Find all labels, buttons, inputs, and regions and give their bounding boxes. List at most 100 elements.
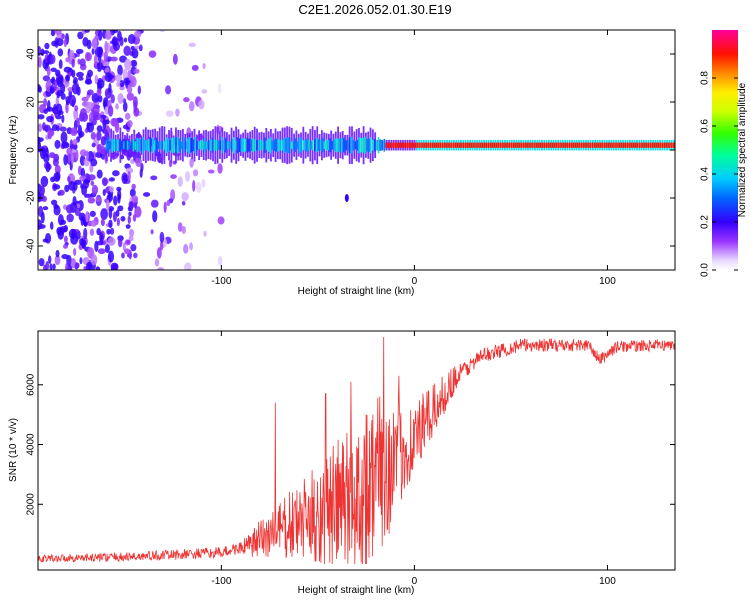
carrier-core — [232, 137, 235, 154]
carrier-core — [661, 142, 664, 148]
carrier-core — [329, 138, 332, 153]
colorbar-tick-label: 0.4 — [700, 167, 711, 181]
noise-blob — [38, 258, 45, 267]
noise-blob — [192, 169, 199, 177]
noise-blob — [203, 230, 207, 237]
noise-blob — [177, 222, 183, 232]
carrier-core — [354, 141, 357, 150]
noise-blob — [112, 170, 120, 177]
carrier-core — [454, 142, 457, 148]
carrier-halo — [237, 129, 240, 162]
noise-blob — [130, 59, 138, 67]
carrier-core — [157, 141, 160, 149]
noise-blob — [79, 108, 87, 120]
carrier-core — [404, 142, 407, 148]
noise-blob — [84, 78, 93, 85]
carrier-core — [124, 138, 127, 152]
noise-blob — [103, 51, 109, 63]
noise-blob — [122, 242, 126, 251]
carrier-core — [362, 137, 364, 153]
carrier-core — [391, 142, 393, 148]
carrier-core — [547, 142, 550, 148]
noise-blob — [74, 262, 80, 269]
noise-blob — [126, 239, 131, 245]
carrier-core — [300, 137, 303, 153]
carrier-core — [198, 141, 200, 150]
carrier-core — [647, 142, 650, 148]
noise-blob — [189, 242, 193, 251]
noise-blob — [38, 224, 46, 230]
noise-blob — [81, 239, 87, 250]
carrier-core — [167, 138, 169, 152]
carrier-core — [184, 141, 187, 149]
noise-blob — [110, 94, 115, 104]
carrier-core — [574, 142, 577, 148]
noise-blob — [68, 94, 77, 107]
carrier-halo — [619, 139, 622, 151]
noise-blob — [48, 255, 52, 264]
noise-blob — [49, 263, 53, 270]
noise-blob — [111, 264, 117, 270]
noise-blob — [134, 206, 142, 218]
noise-blob — [217, 163, 223, 174]
carrier-core — [491, 142, 494, 148]
noise-blob — [201, 178, 206, 188]
noise-blob — [150, 229, 154, 235]
snr-x-tick-label: -100 — [211, 576, 231, 587]
noise-blob — [110, 117, 118, 127]
carrier-core — [387, 142, 389, 148]
carrier-core — [470, 142, 472, 148]
carrier-core — [138, 138, 140, 152]
carrier-core — [267, 138, 270, 152]
carrier-core — [443, 142, 445, 148]
noise-blob — [49, 84, 55, 94]
carrier-core — [617, 142, 619, 148]
carrier-core — [358, 137, 361, 154]
carrier-core — [416, 142, 418, 148]
carrier-core — [638, 142, 640, 148]
noise-blob — [96, 79, 105, 89]
noise-blob — [54, 108, 58, 118]
noise-blob — [77, 76, 84, 81]
noise-blob — [83, 178, 90, 189]
carrier-core — [161, 140, 164, 150]
carrier-core — [371, 139, 374, 151]
colorbar-ticks: 0.0 0.2 0.4 0.6 0.8 — [700, 71, 738, 277]
carrier-core — [398, 142, 401, 148]
carrier-core — [466, 142, 469, 148]
noise-blob — [111, 36, 118, 47]
noise-blob — [38, 56, 42, 68]
carrier-core — [663, 142, 666, 148]
carrier-core — [219, 140, 222, 150]
noise-blob — [72, 138, 78, 146]
noise-blob — [44, 42, 50, 50]
carrier-core — [105, 140, 108, 151]
noise-blob — [112, 211, 117, 223]
noise-blob — [91, 38, 98, 50]
carrier-core — [285, 138, 287, 152]
noise-blob — [104, 30, 112, 40]
noise-blob — [97, 30, 103, 41]
noise-blob — [108, 82, 112, 94]
carrier-core — [244, 138, 247, 152]
carrier-core — [229, 141, 231, 149]
carrier-core — [595, 142, 598, 148]
noise-blob — [85, 261, 93, 270]
carrier-halo — [538, 139, 541, 151]
carrier-core — [352, 139, 355, 151]
noise-blob — [150, 199, 159, 208]
noise-blob — [93, 112, 102, 121]
carrier-halo — [399, 139, 402, 151]
noise-blob — [99, 232, 104, 244]
carrier-core — [591, 142, 594, 148]
spectrogram-panel: -100 0 100 -40 -20 0 20 40 Height of straight l… — [8, 29, 676, 297]
carrier-halo — [341, 131, 344, 160]
noise-blob — [100, 218, 105, 227]
noise-blob — [97, 95, 103, 103]
carrier-core — [337, 138, 339, 152]
carrier-core — [259, 139, 262, 151]
carrier-core — [356, 139, 359, 151]
carrier-core — [287, 137, 289, 153]
carrier-core — [178, 138, 181, 152]
carrier-core — [223, 140, 225, 151]
